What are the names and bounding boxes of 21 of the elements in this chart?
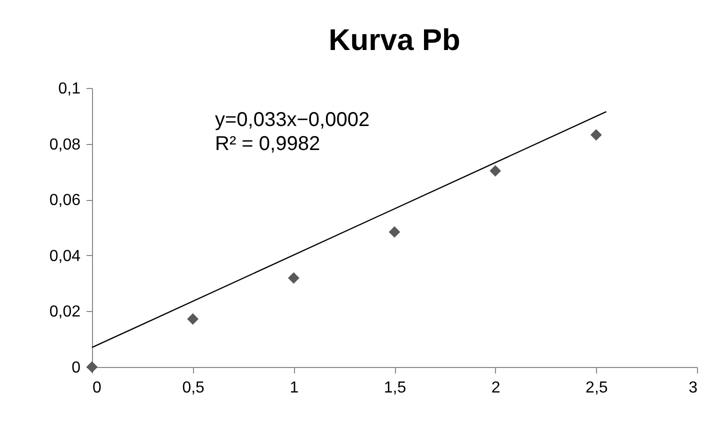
point (490, 165, 502, 177)
x-tick-label: 0 (92, 380, 102, 396)
x-tick-label: 3 (688, 380, 698, 396)
point (288, 272, 300, 284)
point (388, 226, 400, 238)
x-tick-label: 2,5 (586, 380, 608, 396)
point (590, 129, 602, 141)
x-tick-label: 1 (290, 380, 299, 396)
annotation: y=0,033x−0,0002 (215, 109, 370, 131)
y-tick-label: 0,06 (49, 192, 81, 210)
y-tick-label: 0,1 (58, 80, 81, 98)
x-tick-label: 1,5 (384, 380, 406, 396)
x-tick-label: 2 (491, 380, 500, 396)
annotation: R² = 0,9982 (215, 133, 320, 155)
x-tick-label: 0,5 (182, 380, 205, 396)
point (187, 313, 199, 325)
y-tick-label: 0 (72, 360, 81, 376)
y-tick-label: 0,02 (49, 304, 81, 321)
chart-title: Kurva Pb (328, 24, 460, 57)
y-tick-label: 0,08 (49, 136, 81, 154)
y-tick-label: 0,04 (49, 248, 81, 265)
